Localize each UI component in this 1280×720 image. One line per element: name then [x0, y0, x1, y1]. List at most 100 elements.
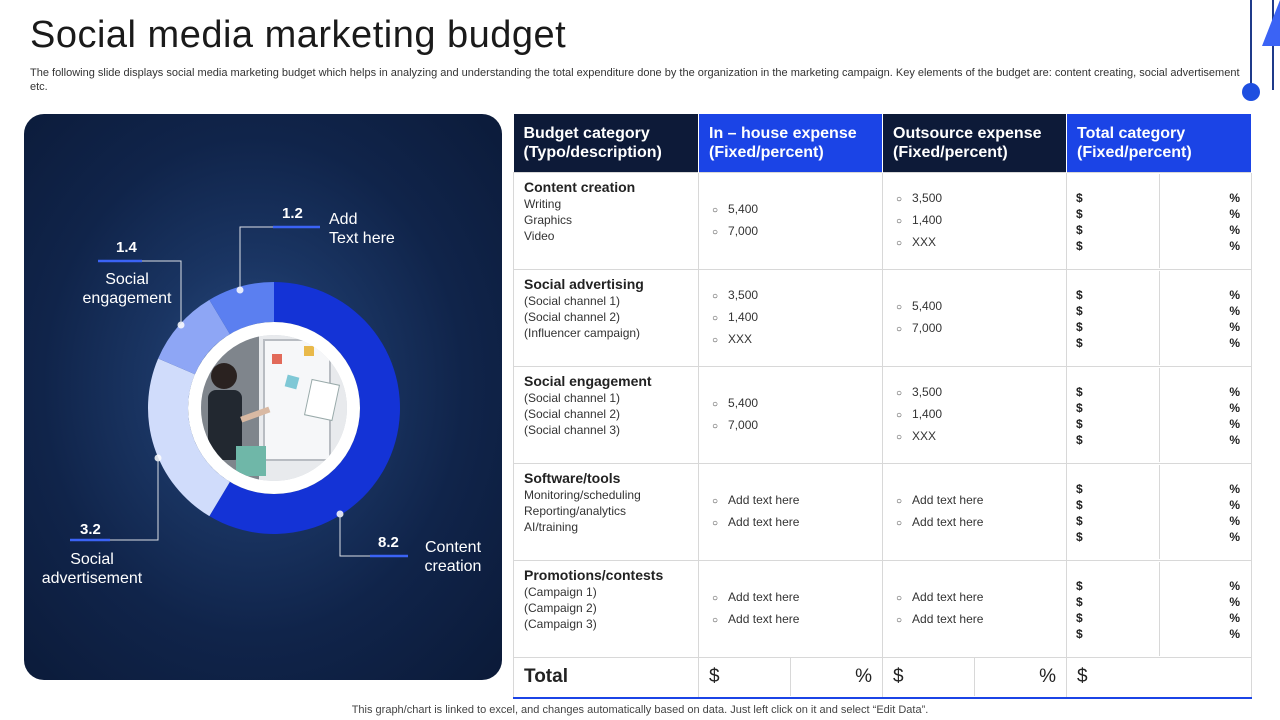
inhouse-value: 5,400	[712, 199, 881, 221]
category-title: Promotions/contests	[524, 567, 664, 583]
inhouse-cell: Add text hereAdd text here	[698, 560, 883, 658]
total-percent: %	[1229, 239, 1240, 253]
category-item: (Social channel 1)	[524, 294, 621, 308]
category-item: Reporting/analytics	[524, 504, 627, 518]
category-title: Social advertising	[524, 276, 644, 292]
inhouse-value: Add text here	[712, 609, 881, 631]
value-social-engagement: 1.4	[116, 239, 137, 256]
total-dollar: $	[1076, 417, 1083, 431]
category-title: Social engagement	[524, 373, 652, 389]
total-percent: %	[1229, 288, 1240, 302]
inhouse-value: Add text here	[712, 587, 881, 609]
inhouse-value: Add text here	[712, 490, 881, 512]
total-percent: %	[1229, 611, 1240, 625]
label-add-text: Add Text here	[329, 211, 395, 247]
outsource-cell: 5,4007,000	[882, 269, 1067, 367]
outsource-value: Add text here	[896, 490, 1065, 512]
outsource-cell: 3,5001,400XXX	[882, 366, 1067, 464]
category-title: Content creation	[524, 179, 636, 195]
total-percent: %	[1229, 595, 1240, 609]
header-inhouse-expense: In – house expense (Fixed/percent)	[698, 114, 883, 173]
outsource-value: Add text here	[896, 512, 1065, 534]
total-dollar: $	[1076, 207, 1083, 221]
total-percent: %	[1229, 223, 1240, 237]
outsource-value: 3,500	[896, 382, 1065, 404]
header-budget-category: Budget category (Typo/description)	[513, 114, 699, 173]
total-dollar: $	[1076, 611, 1083, 625]
total-percent: %	[1229, 482, 1240, 496]
total-inhouse-dollar: $	[699, 658, 791, 697]
total-dollar: $	[1076, 191, 1083, 205]
total-dollar: $	[1076, 482, 1083, 496]
total-dollar: $	[1076, 223, 1083, 237]
total-dollar: $	[1076, 627, 1083, 641]
category-item: Video	[524, 229, 555, 243]
decor-dot	[1242, 83, 1260, 101]
category-cell: Social engagement (Social channel 1) (Soci…	[513, 366, 699, 464]
label-social-advertisement: Social advertisement	[41, 551, 143, 587]
table-header-row: Budget category (Typo/description) In – …	[513, 114, 1252, 173]
total-label: Total	[513, 657, 699, 699]
category-title: Software/tools	[524, 470, 621, 486]
outsource-cell: Add text hereAdd text here	[882, 463, 1067, 561]
total-percent: %	[1229, 433, 1240, 447]
outsource-value: Add text here	[896, 587, 1065, 609]
category-item: (Social channel 2)	[524, 310, 621, 324]
table-row: Software/tools Monitoring/scheduling Repor…	[513, 463, 1252, 561]
value-content-creation: 8.2	[378, 534, 399, 551]
total-total-dollar: $	[1066, 657, 1252, 699]
outsource-cell: Add text hereAdd text here	[882, 560, 1067, 658]
category-item: (Campaign 3)	[524, 617, 597, 631]
total-inhouse-percent: %	[855, 666, 872, 688]
inhouse-value: XXX	[712, 329, 881, 351]
total-percent: %	[1229, 514, 1240, 528]
total-outsource-percent: %	[1039, 666, 1056, 688]
total-cell: $ $ $ $%%%%	[1066, 366, 1252, 464]
total-percent: %	[1229, 191, 1240, 205]
total-percent: %	[1229, 498, 1240, 512]
total-percent: %	[1229, 579, 1240, 593]
inhouse-cell: Add text hereAdd text here	[698, 463, 883, 561]
footer-note: This graph/chart is linked to excel, and…	[351, 704, 929, 716]
leader-dot	[154, 454, 162, 462]
outsource-value: 5,400	[896, 296, 1065, 318]
header-total-category: Total category (Fixed/percent)	[1066, 114, 1252, 173]
total-percent: %	[1229, 401, 1240, 415]
category-cell: Software/tools Monitoring/scheduling Repor…	[513, 463, 699, 561]
donut-slice-social-advertisement	[148, 358, 230, 517]
category-item: (Influencer campaign)	[524, 326, 641, 340]
value-underlines	[70, 225, 408, 558]
leader-line-content-creation	[339, 514, 370, 557]
value-social-advertisement: 3.2	[80, 521, 101, 538]
total-dollar: $	[1076, 239, 1083, 253]
total-dollar: $	[1076, 514, 1083, 528]
inhouse-value: 7,000	[712, 415, 881, 437]
leader-dot	[236, 286, 244, 294]
total-percent: %	[1229, 417, 1240, 431]
total-dollar: $	[1076, 288, 1083, 302]
category-item: (Social channel 3)	[524, 423, 621, 437]
outsource-value: 1,400	[896, 404, 1065, 426]
inhouse-value: Add text here	[712, 512, 881, 534]
outsource-value: XXX	[896, 232, 1065, 254]
total-percent: %	[1229, 320, 1240, 334]
inhouse-value: 3,500	[712, 285, 881, 307]
total-cell: $ $ $ $%%%%	[1066, 560, 1252, 658]
leader-line-add-text	[239, 226, 273, 290]
decor-triangle	[1262, 0, 1280, 46]
leader-dot	[336, 510, 344, 518]
total-dollar: $	[1076, 530, 1083, 544]
total-percent: %	[1229, 336, 1240, 350]
page-subtitle: The following slide displays social medi…	[30, 67, 1240, 93]
category-item: Writing	[524, 197, 562, 211]
total-dollar: $	[1076, 336, 1083, 350]
category-item: (Campaign 1)	[524, 585, 597, 599]
category-item: Graphics	[524, 213, 573, 227]
total-inhouse-cell: $%	[698, 657, 883, 699]
label-content-creation: Content creation	[424, 539, 482, 575]
total-outsource-cell: $%	[882, 657, 1067, 699]
page-title: Social media marketing budget	[30, 14, 567, 56]
inhouse-value: 5,400	[712, 393, 881, 415]
budget-table: Budget category (Typo/description) In – …	[513, 114, 1252, 699]
outsource-cell: 3,5001,400XXX	[882, 172, 1067, 270]
